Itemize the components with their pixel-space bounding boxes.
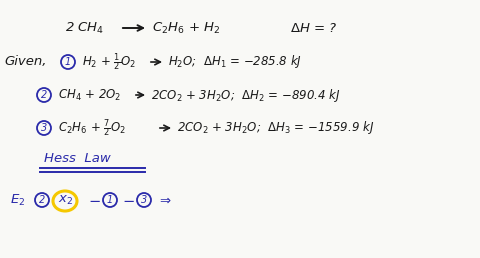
Text: 2: 2: [41, 90, 47, 100]
Text: CH$_4$ + 2O$_2$: CH$_4$ + 2O$_2$: [58, 87, 121, 102]
Text: 3: 3: [41, 123, 47, 133]
Text: Given,: Given,: [4, 55, 47, 69]
Text: $\Delta$H = ?: $\Delta$H = ?: [290, 21, 337, 35]
Text: $\Rightarrow$: $\Rightarrow$: [157, 194, 172, 206]
Text: x$_2$: x$_2$: [58, 194, 73, 207]
Text: E$_2$: E$_2$: [10, 192, 25, 207]
Text: C$_2$H$_6$ + H$_2$: C$_2$H$_6$ + H$_2$: [152, 20, 220, 36]
Text: $-$: $-$: [88, 191, 101, 206]
Text: H$_2$O;  $\Delta$H$_1$ = $-$285.8 kJ: H$_2$O; $\Delta$H$_1$ = $-$285.8 kJ: [168, 53, 302, 70]
Text: Hess  Law: Hess Law: [44, 151, 111, 165]
Text: H$_2$ + $\frac{1}{2}$O$_2$: H$_2$ + $\frac{1}{2}$O$_2$: [82, 51, 136, 73]
Text: 3: 3: [141, 195, 147, 205]
Text: 2CO$_2$ + 3H$_2$O;  $\Delta$H$_3$ = $-$1559.9 kJ: 2CO$_2$ + 3H$_2$O; $\Delta$H$_3$ = $-$15…: [177, 119, 374, 136]
Text: 2CO$_2$ + 3H$_2$O;  $\Delta$H$_2$ = $-$890.4 kJ: 2CO$_2$ + 3H$_2$O; $\Delta$H$_2$ = $-$89…: [151, 86, 341, 103]
Text: 2: 2: [39, 195, 45, 205]
Text: 1: 1: [65, 57, 71, 67]
Text: C$_2$H$_6$ + $\frac{7}{2}$O$_2$: C$_2$H$_6$ + $\frac{7}{2}$O$_2$: [58, 117, 126, 139]
Text: $-$: $-$: [122, 191, 135, 206]
Text: 2 CH$_4$: 2 CH$_4$: [65, 20, 104, 36]
Text: 1: 1: [107, 195, 113, 205]
